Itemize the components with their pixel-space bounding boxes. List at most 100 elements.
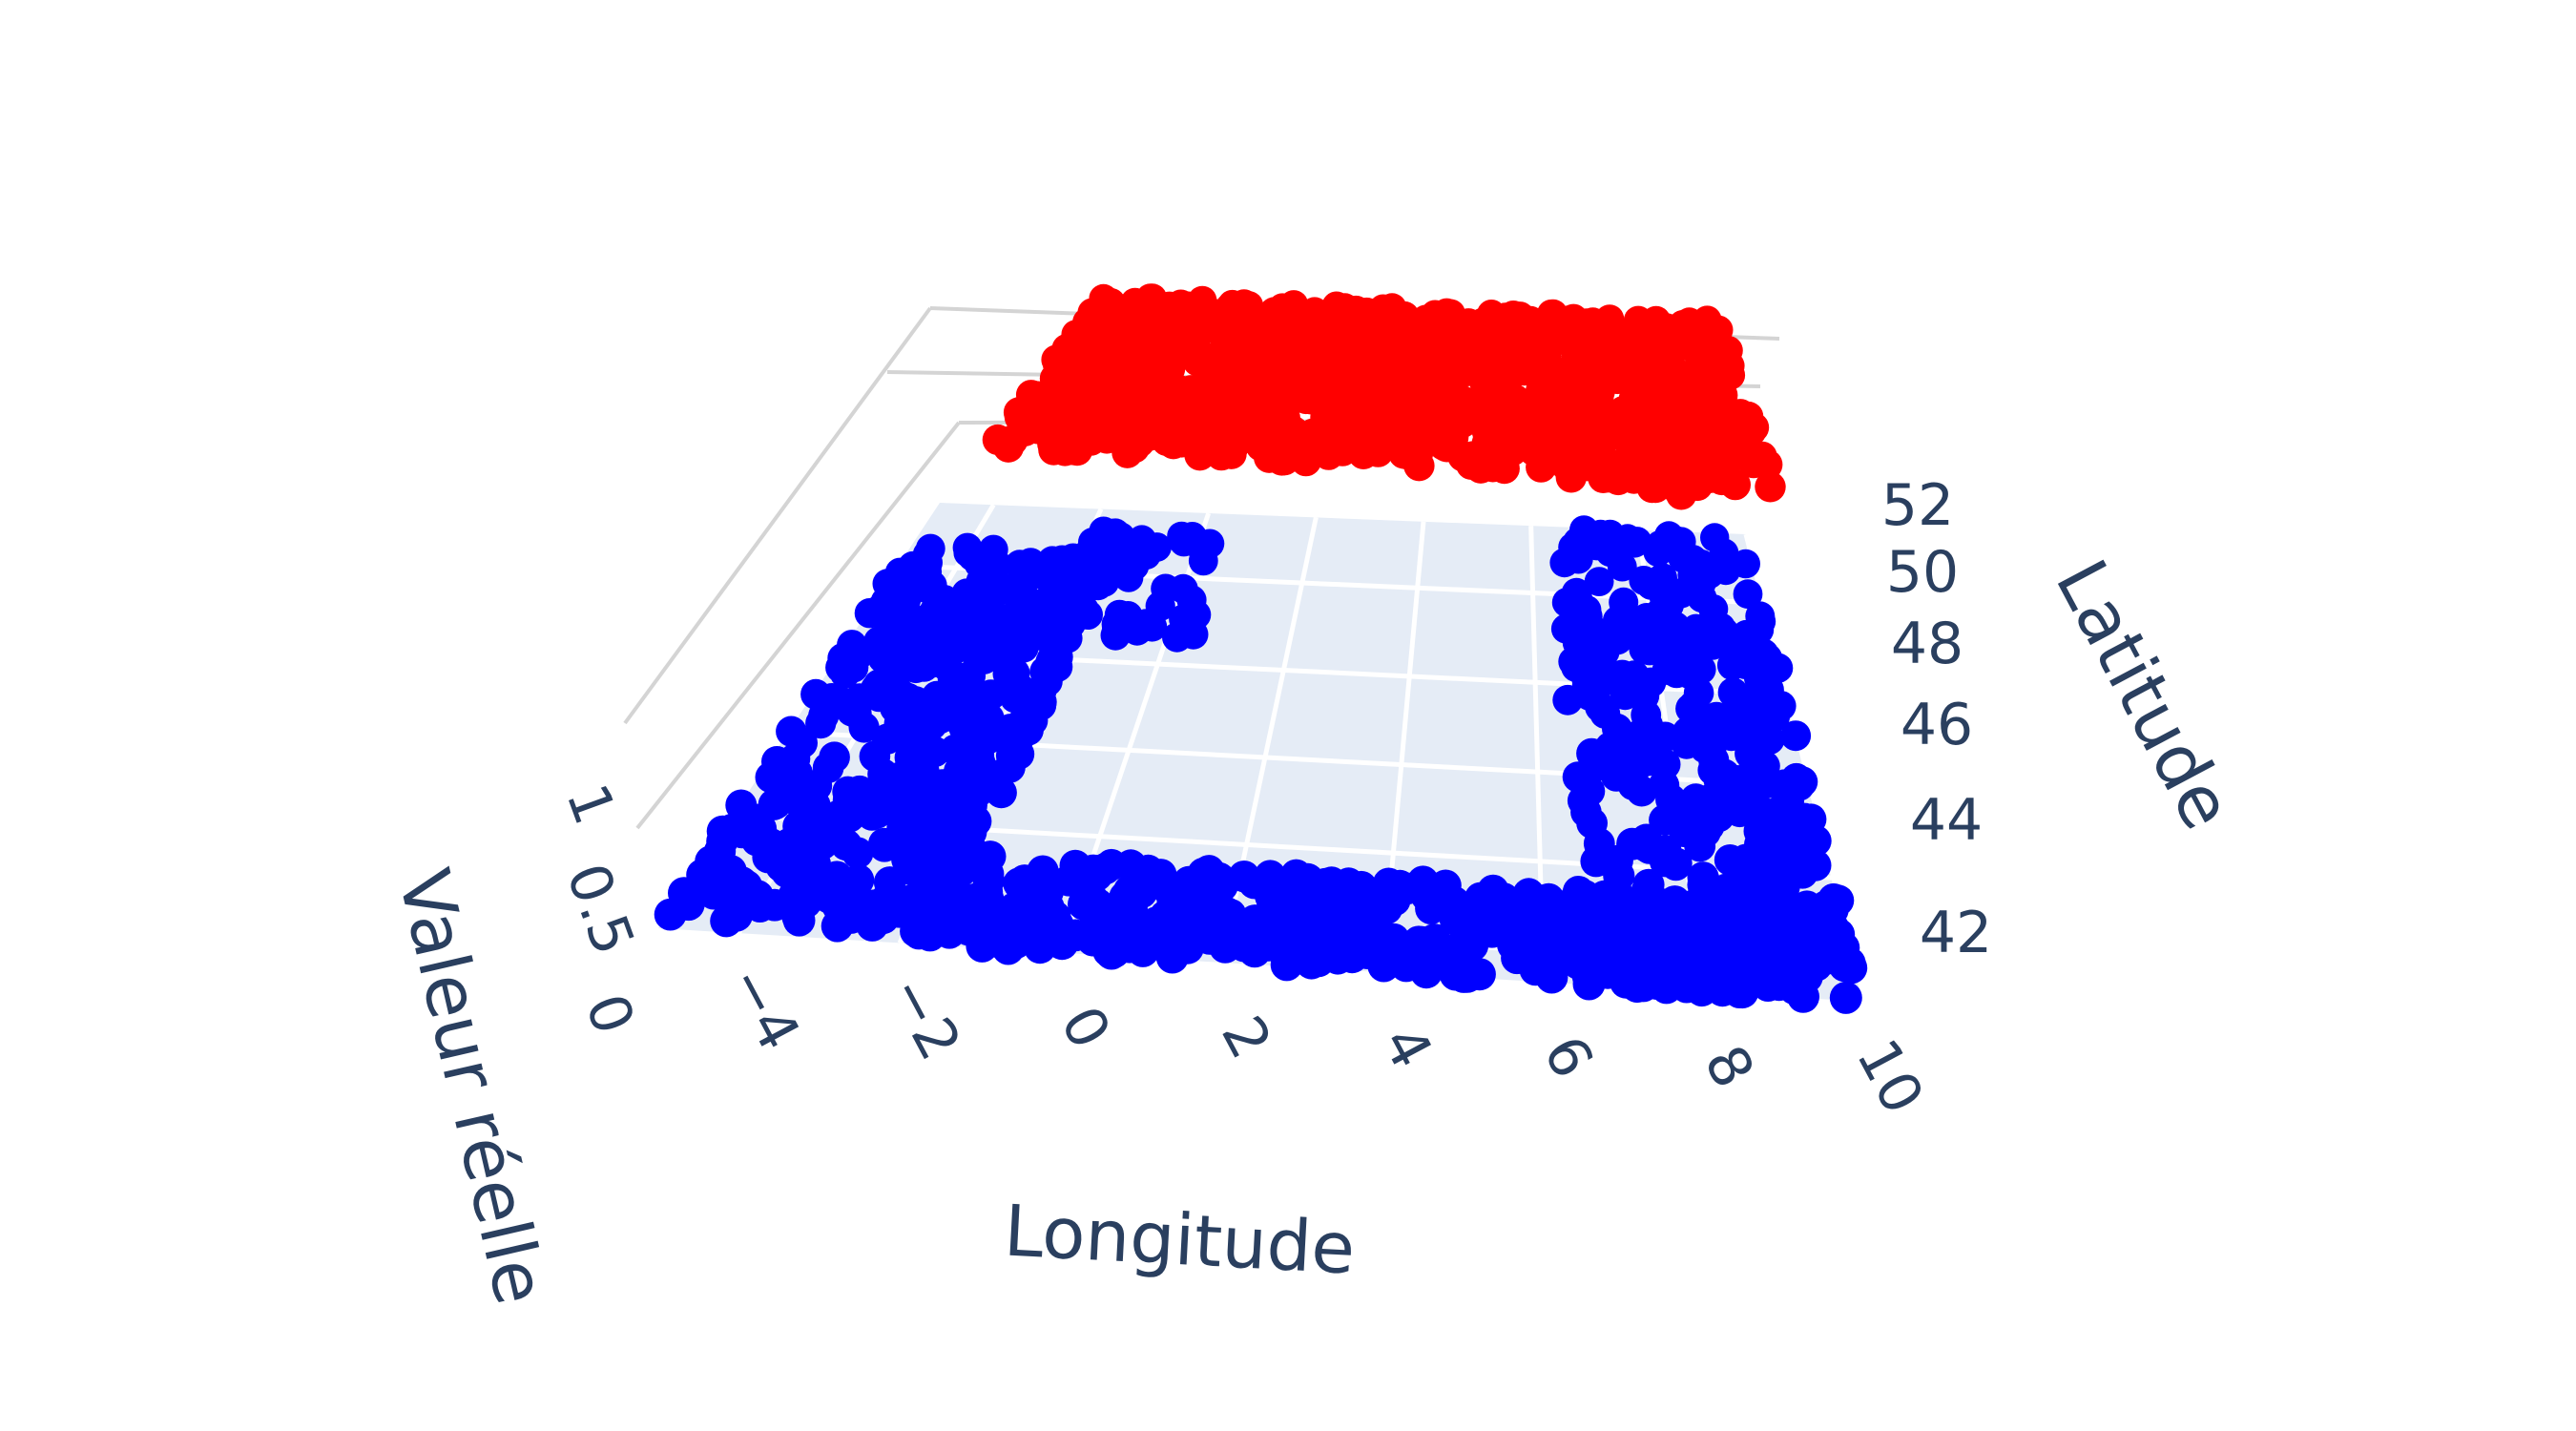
blue-point	[1609, 587, 1639, 617]
blue-point	[1028, 621, 1059, 652]
blue-point	[1700, 523, 1730, 552]
blue-point	[1029, 873, 1062, 906]
blue-point	[1373, 873, 1405, 905]
blue-point	[1634, 913, 1668, 946]
blue-point	[953, 713, 985, 744]
blue-point	[1752, 643, 1783, 674]
blue-point	[1187, 857, 1220, 890]
blue-point	[1366, 929, 1400, 963]
red-point	[1543, 357, 1573, 387]
red-point	[1209, 367, 1239, 399]
blue-point	[838, 880, 870, 912]
blue-point	[1608, 921, 1641, 953]
red-point	[1085, 321, 1115, 351]
red-point	[1134, 420, 1166, 451]
blue-point	[1561, 652, 1591, 682]
blue-point	[706, 825, 738, 858]
blue-point	[1602, 615, 1632, 646]
blue-point	[668, 877, 700, 909]
blue-point	[891, 584, 922, 614]
blue-point	[1589, 843, 1621, 876]
blue-point	[741, 880, 774, 912]
x-tick-label: 6	[1529, 1026, 1606, 1089]
red-point	[1123, 392, 1153, 424]
series-blue-points	[654, 515, 1868, 1014]
red-point	[982, 424, 1013, 456]
blue-point	[1769, 769, 1800, 800]
blue-point	[833, 800, 865, 833]
red-point	[1175, 375, 1207, 405]
blue-point	[944, 596, 974, 627]
red-point	[1562, 422, 1592, 452]
blue-point	[868, 830, 901, 862]
blue-point	[1109, 919, 1142, 951]
red-point	[1058, 354, 1089, 384]
series-red-points	[982, 283, 1786, 510]
red-point	[1506, 301, 1535, 331]
z-axis-ticks: 00.51	[552, 776, 647, 1043]
red-point	[1174, 407, 1206, 439]
blue-point	[720, 899, 753, 932]
red-point	[1103, 344, 1133, 375]
red-point	[1403, 450, 1435, 482]
blue-point	[1644, 626, 1674, 656]
red-point	[1098, 299, 1129, 328]
y-tick-label: 52	[1881, 472, 1954, 539]
blue-point	[1180, 887, 1213, 921]
blue-point	[966, 929, 999, 963]
red-point	[1625, 329, 1655, 360]
z-tick-label: 1	[552, 776, 628, 833]
blue-point	[1127, 525, 1157, 554]
blue-point	[1594, 732, 1626, 763]
blue-point	[1475, 892, 1508, 924]
red-point	[1468, 362, 1499, 392]
blue-point	[1562, 876, 1595, 908]
x-tick-label: −4	[714, 955, 812, 1061]
blue-point	[916, 709, 947, 740]
red-point	[1565, 316, 1594, 346]
red-point	[1412, 321, 1442, 350]
blue-point	[1538, 908, 1571, 942]
blue-point	[782, 760, 814, 792]
blue-point	[1620, 970, 1653, 1004]
blue-point	[1327, 934, 1360, 967]
red-point	[1325, 430, 1357, 462]
red-point	[1296, 384, 1326, 415]
blue-point	[1795, 803, 1827, 835]
red-point	[1536, 299, 1567, 329]
blue-point	[912, 778, 945, 810]
blue-point	[1632, 882, 1665, 915]
blue-point	[1712, 932, 1744, 965]
blue-point	[1078, 527, 1108, 557]
red-point	[1593, 405, 1624, 437]
red-point	[1722, 427, 1754, 459]
blue-point	[1716, 650, 1748, 681]
blue-point	[1631, 699, 1662, 731]
blue-point	[1759, 701, 1791, 732]
blue-point	[1762, 877, 1796, 909]
blue-point	[952, 789, 985, 820]
wall-gridline	[623, 306, 932, 725]
blue-point	[1156, 883, 1189, 917]
blue-point	[915, 825, 947, 858]
red-point	[1711, 344, 1740, 374]
red-point	[1592, 462, 1625, 493]
blue-point	[968, 644, 999, 674]
blue-point	[759, 788, 792, 819]
red-point	[1419, 376, 1450, 406]
blue-point	[1303, 932, 1336, 965]
red-point	[1372, 386, 1402, 418]
blue-point	[1582, 672, 1612, 702]
blue-point	[1309, 867, 1342, 901]
red-point	[1137, 283, 1168, 313]
blue-point	[980, 548, 1010, 578]
blue-point	[856, 798, 888, 831]
red-point	[1174, 329, 1204, 360]
blue-point	[1347, 906, 1381, 940]
red-point	[1428, 425, 1460, 456]
red-point	[1490, 325, 1520, 356]
blue-point	[1140, 911, 1174, 944]
red-point	[1755, 471, 1786, 503]
x-tick-label: −2	[875, 965, 973, 1071]
